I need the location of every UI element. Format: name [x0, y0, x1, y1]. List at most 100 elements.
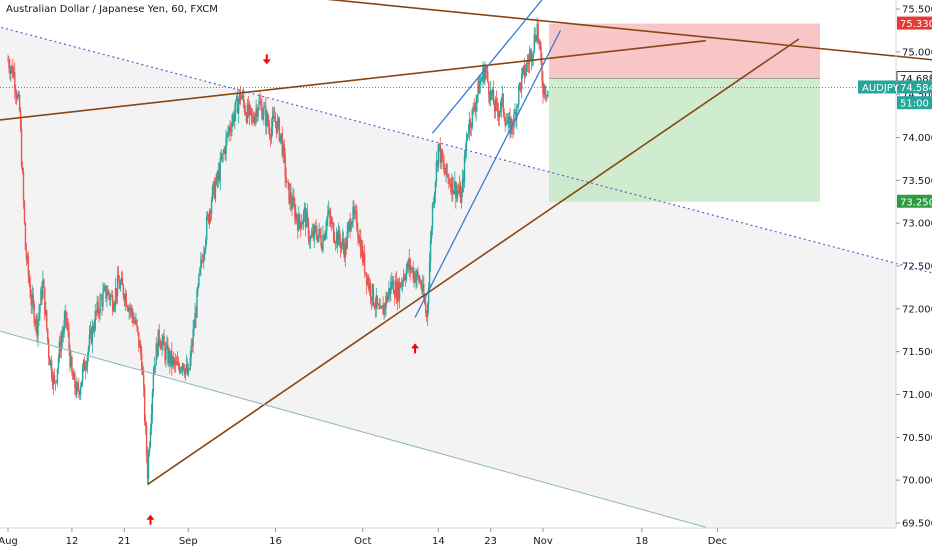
candle-body [499, 108, 502, 113]
candle-body [383, 304, 385, 315]
candle-body [406, 262, 409, 271]
candle-body [346, 231, 348, 249]
up-arrow-icon [146, 514, 155, 525]
candle-body [86, 354, 89, 367]
candle-body [429, 238, 432, 263]
price-tick-label: 70.500 [902, 433, 932, 444]
candle-body [243, 102, 246, 112]
candle-body [241, 94, 244, 98]
candle-body [124, 293, 126, 302]
candle-body [435, 161, 438, 182]
candle-body [334, 242, 337, 244]
candle-body [474, 109, 476, 112]
candle-body [110, 295, 112, 301]
candle-body [472, 106, 474, 109]
candle-body [75, 388, 77, 395]
candle-body [405, 270, 408, 280]
symbol-label-text: AUDJPY [862, 83, 900, 94]
candle-body [43, 279, 45, 288]
trendline-brown-resistance[interactable] [0, 0, 932, 61]
candle-body [97, 301, 99, 313]
candle-body [410, 269, 412, 271]
candle-body [420, 281, 422, 286]
trendline-teal-lower[interactable] [0, 330, 706, 528]
candle-body [482, 67, 484, 79]
price-tick-label: 69.500 [902, 519, 932, 530]
candle-body [135, 319, 137, 324]
candle-body [354, 211, 356, 214]
candle-body [129, 307, 131, 310]
candle-body [481, 78, 483, 81]
candle-body [284, 154, 286, 178]
candle-body [23, 200, 26, 223]
candle-body [250, 108, 252, 116]
candle-body [158, 329, 160, 341]
candle-body [109, 295, 111, 301]
candle-body [523, 65, 526, 77]
candle-body [416, 271, 418, 278]
candle-body [240, 97, 243, 100]
price-tag-countdown: 51:00 [897, 96, 932, 110]
candle-body [10, 68, 12, 74]
candle-body [451, 177, 453, 193]
candle-body [79, 386, 82, 395]
candle-body [515, 111, 517, 120]
candle-body [80, 380, 83, 387]
trendline-blue-channel-upper[interactable] [432, 0, 584, 134]
candle-body [393, 280, 395, 295]
stop-loss-zone[interactable] [549, 23, 820, 79]
candle-body [408, 259, 410, 269]
candle-body [413, 272, 415, 280]
candle-body [48, 357, 51, 366]
candle-body [537, 23, 539, 40]
candle-body [103, 288, 105, 292]
candle-body [387, 294, 389, 302]
trendline-brown-upper[interactable] [0, 39, 706, 121]
candle-body [453, 191, 455, 194]
candle-body [412, 267, 414, 280]
candle-body [528, 55, 531, 64]
time-tick-label: 21 [118, 536, 131, 547]
candle-body [70, 356, 72, 367]
candle-body [78, 387, 80, 392]
candle-body [529, 50, 532, 56]
candle-body [377, 304, 379, 306]
trendline-brown-support[interactable] [147, 38, 800, 486]
candle-body [88, 334, 91, 348]
candle-body [146, 454, 149, 479]
candle-body [101, 297, 103, 307]
candle-body [400, 282, 403, 288]
candle-body [330, 217, 332, 224]
candle-body [25, 249, 28, 260]
candle-body [477, 80, 479, 96]
candle-body [396, 282, 399, 301]
candle-body [283, 144, 285, 155]
candle-body [289, 191, 291, 204]
trendline-blue-dotted[interactable] [0, 26, 932, 274]
candle-body [320, 235, 322, 246]
candle-body [458, 185, 461, 194]
candle-body [307, 219, 310, 240]
candle-body [132, 315, 134, 323]
candle-body [530, 50, 533, 62]
candle-body [194, 312, 196, 329]
candle-body [398, 282, 401, 300]
candle-body [355, 211, 357, 213]
candle-body [99, 297, 101, 315]
candle-body [48, 340, 50, 358]
candle-body [248, 105, 251, 116]
take-profit-zone[interactable] [549, 78, 820, 202]
candle-body [486, 71, 488, 73]
candle-body [380, 307, 382, 309]
candle-body [292, 197, 294, 209]
candle-body [59, 341, 62, 352]
trendline-blue-channel-lower[interactable] [414, 30, 562, 318]
candle-body [111, 295, 113, 297]
candle-body [36, 316, 38, 337]
candle-body [467, 133, 470, 134]
candle-body [53, 375, 56, 382]
candle-body [143, 387, 146, 422]
candle-body [188, 368, 190, 370]
